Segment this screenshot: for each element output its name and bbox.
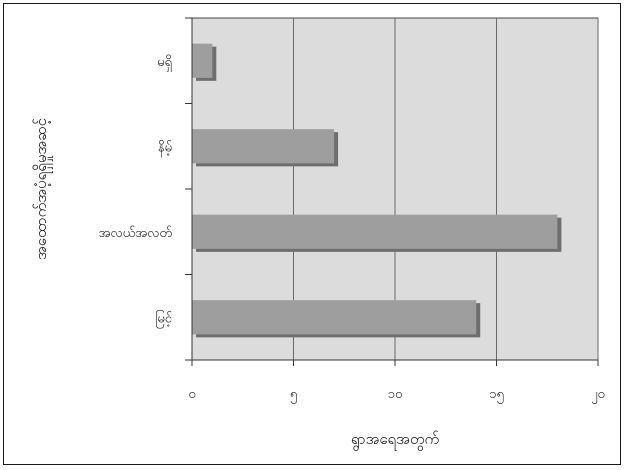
bar-1 xyxy=(192,129,335,164)
tick-labels: မရှိနိမ့်အလယ်အလတ်မြင့်၀ ၅ ၁၀ ၁၅ ၂၀ xyxy=(98,54,604,404)
x-axis xyxy=(191,359,599,366)
y-axis xyxy=(185,17,193,366)
x-axis-title: ရွာအရေအတွက် xyxy=(351,430,439,451)
bar-0 xyxy=(192,43,213,78)
x-tick-label-2: ၁၀ xyxy=(388,387,403,402)
x-tick-label-1: ၅ xyxy=(290,387,297,404)
x-tick-label-4: ၂၀ xyxy=(591,387,605,404)
category-label-3: မြင့် xyxy=(155,309,173,328)
category-label-0: မရှိ xyxy=(157,54,172,72)
bars xyxy=(192,43,562,338)
bar-3 xyxy=(192,300,477,335)
y-axis-title: အထောက်အပံ့ရရှိမှုအဆင့် xyxy=(32,118,53,260)
category-label-1: နိမ့် xyxy=(158,139,172,157)
gridlines xyxy=(293,18,599,360)
x-tick-label-3: ၁၅ xyxy=(489,387,504,404)
x-tick-label-0: ၀ xyxy=(188,387,195,402)
bar-2 xyxy=(192,214,558,249)
category-label-2: အလယ်အလတ် xyxy=(98,225,172,241)
